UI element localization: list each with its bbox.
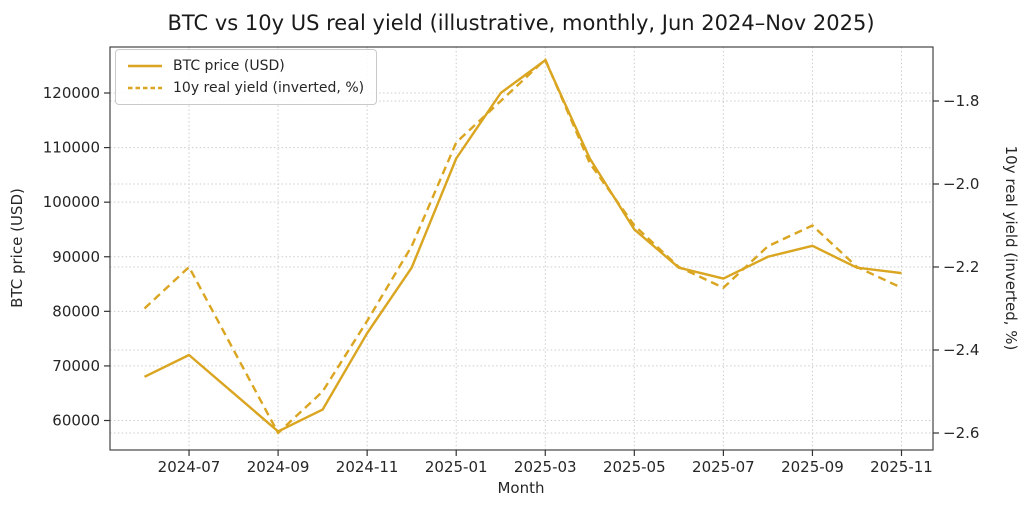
x-tick-label: 2025-01 [425,458,488,476]
legend-label-real-yield: 10y real yield (inverted, %) [173,80,365,96]
x-tick-label: 2025-07 [692,458,755,476]
x-tick-label: 2024-09 [247,458,310,476]
x-axis-label: Month [497,479,544,497]
x-tick-label: 2024-07 [158,458,221,476]
dashed-line-sample [128,86,162,90]
left-tick-label: 120000 [43,84,100,102]
legend-item-btc-price: BTC price (USD) [126,58,364,74]
x-tick-label: 2024-11 [336,458,399,476]
chart-title: BTC vs 10y US real yield (illustrative, … [167,11,874,35]
left-tick-label: 110000 [43,139,100,157]
solid-line-sample [128,64,162,68]
right-tick-label: −2.6 [943,424,979,442]
btc-price-line [143,59,902,433]
left-axis-label: BTC price (USD) [8,188,26,308]
legend: BTC price (USD) 10y real yield (inverted… [115,49,378,105]
legend-item-real-yield: 10y real yield (inverted, %) [126,80,364,96]
plot-area: 2024-07 2024-09 2024-11 2025-01 2025-03 2025-… [43,46,979,476]
left-tick-label: 90000 [52,248,100,266]
real-yield-line [143,58,903,435]
left-tick-label: 60000 [52,412,100,430]
right-axis-label: 10y real yield (inverted, %) [1002,146,1020,351]
x-tick-label: 2025-11 [870,458,933,476]
right-tick-label: −1.8 [943,92,979,110]
left-tick-label: 70000 [52,357,100,375]
right-tick-label: −2.0 [943,175,979,193]
right-tick-label: −2.4 [943,341,979,359]
left-tick-label: 80000 [52,302,100,320]
legend-label-btc-price: BTC price (USD) [173,58,285,74]
axes-frame [109,46,934,451]
x-tick-label: 2025-05 [603,458,666,476]
left-tick-label: 100000 [43,193,100,211]
x-tick-label: 2025-09 [781,458,844,476]
right-tick-label: −2.2 [943,258,979,276]
x-tick-label: 2025-03 [514,458,577,476]
